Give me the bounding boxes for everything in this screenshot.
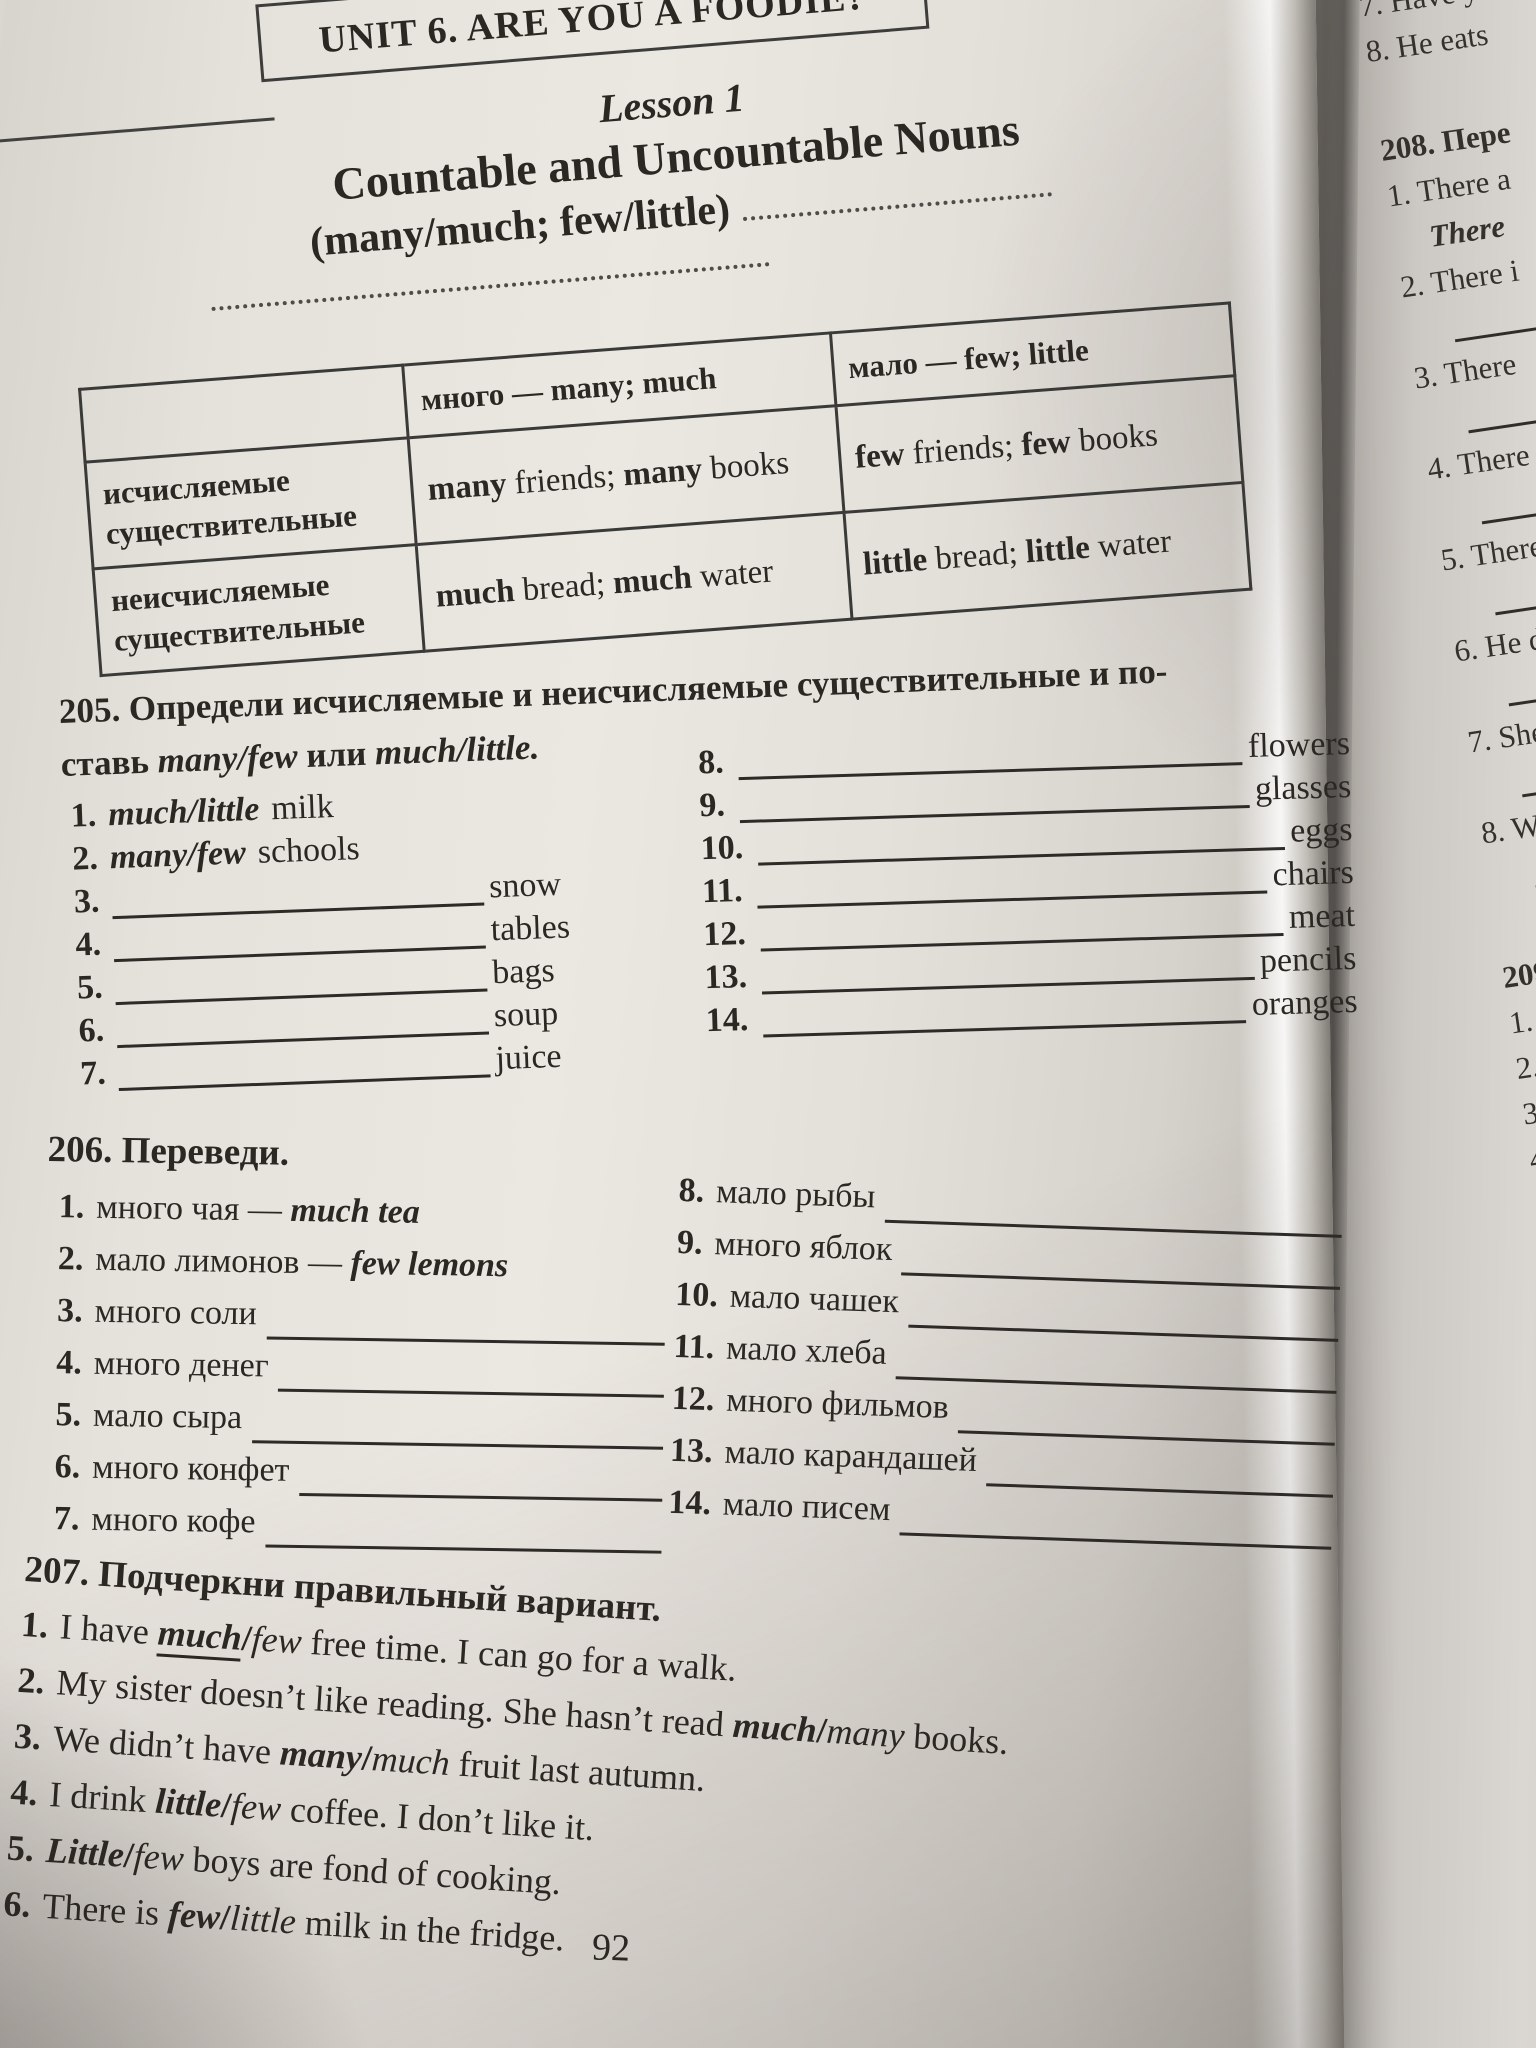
dotted-rule — [741, 184, 1052, 222]
answer-blank — [899, 1532, 1332, 1550]
answer-blank — [265, 1544, 662, 1554]
exercise-206-right-column: 8. мало рыбы 9. много яблок 10. мало чашек … — [667, 1172, 1343, 1558]
grammar-table: много — many; much мало — few; little ис… — [78, 301, 1252, 677]
answer-blank — [266, 1336, 665, 1346]
exercise-205-right-column: 8. flowers 9. glasses 10. eggs 11. chairs 12… — [698, 725, 1359, 1045]
page-header: UNIT 6. ARE YOU A FOODIE? Lesson 1 Count… — [0, 0, 1308, 323]
answer-blank — [251, 1440, 664, 1450]
page-number: 92 — [591, 1926, 631, 1970]
exercise-207-items: 1. I have much/few free time. I can go fo… — [2, 1603, 1385, 2010]
exercise-206: 206. Переведи. 1. много чая — much tea 2.… — [47, 1128, 1348, 1554]
answer-blank — [762, 1020, 1247, 1038]
exercise-item: 3. много соли — [57, 1292, 666, 1354]
answer-blank — [299, 1492, 663, 1502]
exercise-item: 2. мало лимонов — few lemons — [57, 1240, 509, 1285]
exercise-item: 6. много конфет — [54, 1448, 663, 1510]
exercise-206-left-column: 1. много чая — much tea 2. мало лимонов — … — [53, 1188, 667, 1562]
unit-title: UNIT 6. ARE YOU A FOODIE? — [317, 0, 868, 62]
answer-blank — [118, 1074, 491, 1092]
exercise-207: 207. Подчеркни правильный вариант. 1. I h… — [1, 1548, 1388, 2024]
dotted-rule — [211, 262, 770, 311]
exercise-item: 4. много денег — [56, 1344, 665, 1406]
exercise-item: 5. мало сыра — [55, 1396, 664, 1458]
exercise-205-left-column: 1. much/little milk 2. many/few schools 3. sn… — [70, 776, 681, 1099]
table-row-label: неисчисляемые существительные — [93, 544, 425, 676]
answer-blank — [278, 1388, 664, 1398]
exercise-item: 1. много чая — much tea — [58, 1188, 421, 1231]
exercise-item: 7. много кофе — [53, 1500, 662, 1562]
